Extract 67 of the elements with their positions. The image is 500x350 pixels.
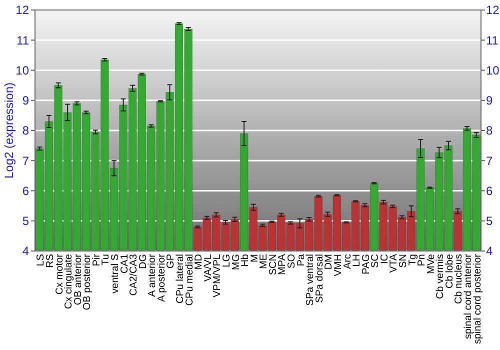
x-tick-label: VMH [332,254,344,276]
x-tick-label: IC [379,254,390,264]
x-tick-label: ME [258,254,270,269]
x-tick-label: Cb nucleus [454,254,465,304]
x-tick-label: spinal cord posterior [472,253,484,344]
x-tick-label: VA/VL [202,254,214,282]
x-tick-label: A anterior [147,253,158,297]
y-tick-label: 6 [22,184,30,198]
x-tick-label: Pn [416,254,428,266]
x-tick-label: M [249,254,260,262]
x-tick-label: MG [230,254,242,270]
y-axis-title: Log2 (expression) [2,82,16,179]
x-tick-label: SN [398,254,409,268]
y2-tick-label: 5 [486,214,493,228]
x-tick-label: MD [194,254,205,270]
x-tick-label: Arc [342,254,354,269]
x-tick-label: LS [36,254,47,266]
x-tick-label: spinal cord anterior [463,253,474,340]
x-tick-label: OB posterior [82,253,94,310]
y2-tick-label: 8 [486,124,493,138]
x-tick-label: ventral S [110,254,122,294]
y2-tick-label: 6 [486,184,493,198]
x-tick-label: A posterior [156,253,168,302]
x-tick-label: Cb lobe [444,254,456,288]
x-tick-label: SO [286,254,298,268]
x-tick-label: GP [166,254,177,268]
y2-tick-label: 10 [486,63,500,78]
x-tick-label: Pa [296,254,307,266]
y-tick-label: 10 [16,63,30,78]
x-tick-label: Cx motor [54,253,66,295]
x-tick-label: SC [370,254,382,268]
y2-tick-label: 9 [486,94,493,108]
x-tick-label: LH [352,254,363,267]
y2-tick-label: 11 [486,33,499,48]
x-tick-label: MPA [277,254,288,275]
x-tick-label: PAG [360,254,372,274]
y2-tick-label: 4 [486,244,493,258]
y-tick-label: 4 [22,244,30,258]
y-tick-label: 12 [16,3,30,18]
x-tick-label: DG [138,254,149,269]
x-tick-label: MVe [426,254,437,274]
y-tick-label: 5 [22,214,30,228]
x-tick-label: CA2/CA3 [128,254,140,296]
x-tick-label: Cb vermis [435,254,446,300]
y2-tick-label: 12 [486,3,500,18]
x-tick-label: SPa ventral [305,254,316,306]
x-tick-label: LG [221,254,232,268]
x-tick-label: CPu medial [184,254,196,306]
x-tick-label: RS [44,254,56,268]
x-tick-label: SPa dorsal [314,254,326,303]
x-tick-label: VTA [388,254,400,273]
x-tick-label: CA1 [119,254,130,274]
y-tick-label: 11 [16,33,30,48]
x-tick-label: Tu [100,254,112,266]
x-tick-label: Pir [91,253,102,266]
y-tick-label: 8 [22,124,30,138]
x-tick-label: VPM/VPL [212,254,224,298]
y2-tick-label: 7 [486,154,493,168]
x-tick-label: Cx cingulate [64,254,75,310]
y-tick-label: 9 [22,94,30,108]
x-tick-label: Tg [407,254,418,266]
x-tick-label: Hb [240,254,252,267]
x-tick-label: CPu lateral [175,254,186,304]
y-tick-label: 7 [22,154,30,168]
x-tick-label: SCN [268,254,279,276]
x-tick-label: DM [324,254,335,270]
x-tick-label: OB anterior [72,253,84,306]
